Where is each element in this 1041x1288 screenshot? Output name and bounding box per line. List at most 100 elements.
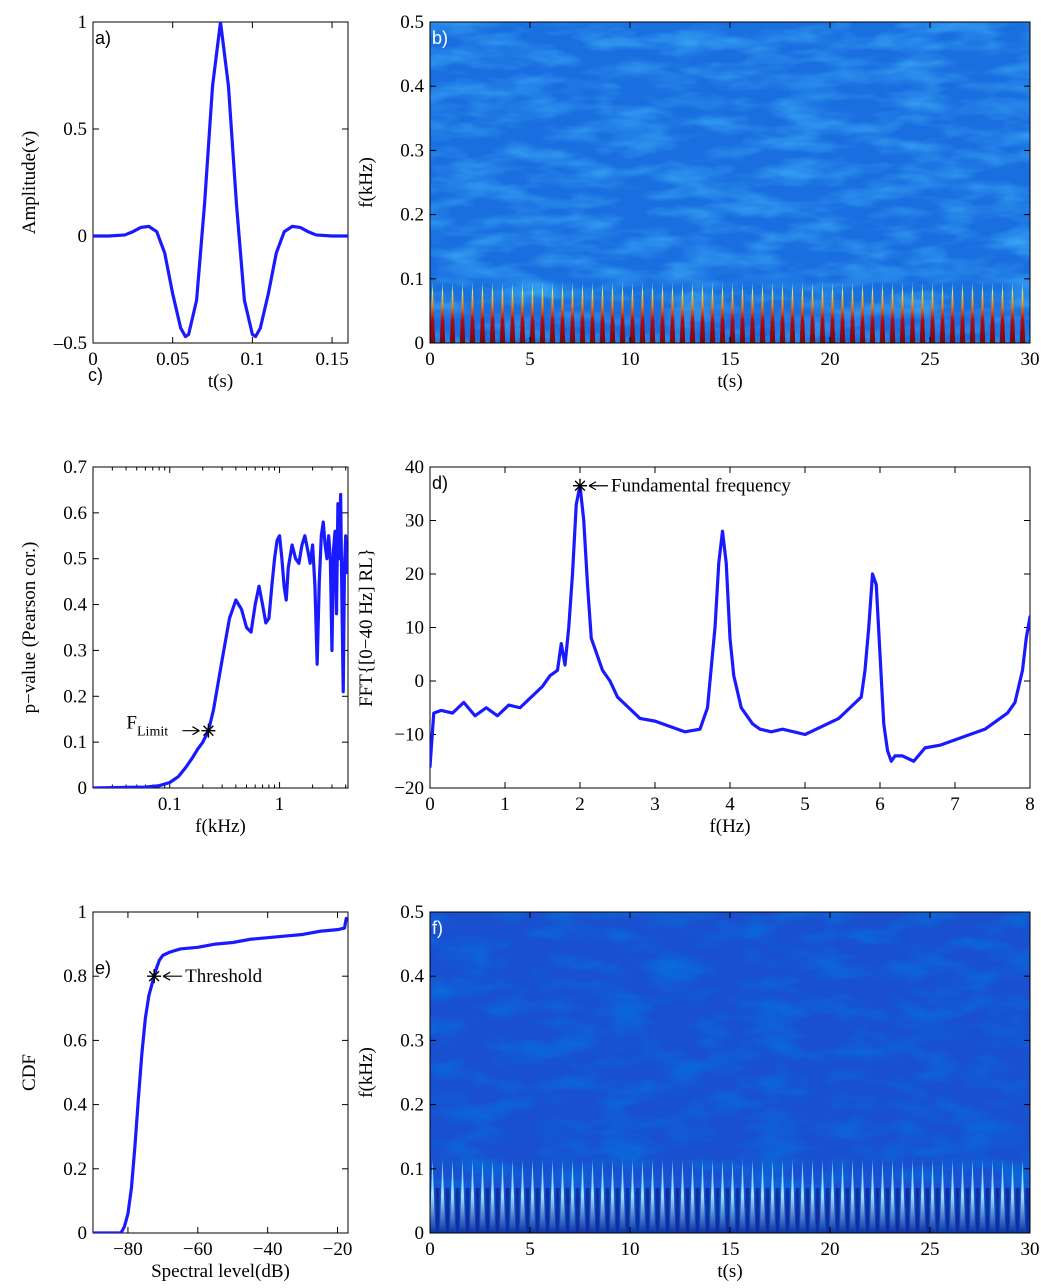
annotation-arrowhead xyxy=(588,481,597,491)
spectrogram-pulse xyxy=(609,278,616,343)
spectrogram-pulse xyxy=(659,278,666,343)
spectrogram-pulse xyxy=(799,278,806,343)
spectrogram-pulse xyxy=(879,278,886,343)
spectrogram-noise xyxy=(430,22,1030,343)
spectrogram-pulse xyxy=(599,1155,606,1233)
y-tick-label: 30 xyxy=(405,511,424,532)
spectrogram-pulse xyxy=(879,1155,886,1233)
annotation-arrowhead xyxy=(162,971,171,981)
spectrogram-pulse xyxy=(709,278,716,343)
panel-a: 0 0.05 0.1 0.15–0.500.51t(s)Amplitude(v)a) xyxy=(19,12,349,392)
x-tick-label: 1 xyxy=(275,794,285,815)
y-tick-label: 0 xyxy=(415,333,425,354)
spectrogram-gap xyxy=(535,1188,540,1233)
y-axis-label: CDF xyxy=(19,1054,40,1091)
spectrogram-pulse xyxy=(749,1155,756,1233)
spectrogram-pulse xyxy=(509,278,516,343)
spectrogram-pulse xyxy=(779,278,786,343)
spectrogram-gap xyxy=(935,1188,940,1233)
spectrogram-pulse xyxy=(559,278,566,343)
spectrogram-pulse xyxy=(529,1155,536,1233)
spectrogram-pulse xyxy=(430,1155,436,1233)
y-tick-label: 0.1 xyxy=(400,269,424,290)
y-tick-label: 0 xyxy=(415,671,425,692)
annotation-arrowhead xyxy=(192,726,200,736)
spectrogram-gap xyxy=(495,1188,500,1233)
spectrogram-pulse xyxy=(769,1155,776,1233)
spectrogram-pulse xyxy=(689,1155,696,1233)
x-tick-label: 0 xyxy=(88,349,98,370)
y-tick-label: 1 xyxy=(78,12,88,33)
spectrogram-gap xyxy=(645,1188,650,1233)
spectrogram-pulse xyxy=(589,1155,596,1233)
series-line-a xyxy=(93,22,348,339)
x-tick-label: −20 xyxy=(323,1239,353,1260)
spectrogram-gap xyxy=(735,1188,740,1233)
spectrogram-gap xyxy=(635,1188,640,1233)
y-tick-label: 0.3 xyxy=(63,640,87,661)
y-tick-label: 0.6 xyxy=(63,503,87,524)
x-tick-label: 20 xyxy=(821,1239,840,1260)
spectrogram-pulse xyxy=(959,278,966,343)
x-tick-label: 0 xyxy=(425,1239,435,1260)
x-tick-label: −80 xyxy=(113,1239,143,1260)
spectrogram-pulse xyxy=(999,1155,1006,1233)
spectrogram-pulse xyxy=(779,1155,786,1233)
x-tick-label: 25 xyxy=(921,1239,940,1260)
spectrogram-pulse xyxy=(449,1155,456,1233)
spectrogram-noise xyxy=(430,912,1030,1233)
spectrogram-pulse xyxy=(979,1155,986,1233)
spectrogram-gap xyxy=(805,1188,810,1233)
spectrogram-pulse xyxy=(899,278,906,343)
spectrogram-gap xyxy=(835,1188,840,1233)
spectrogram-gap xyxy=(715,1188,720,1233)
y-tick-label: 0.4 xyxy=(63,1095,87,1116)
panel-b: 0 5 10 15 20 25 30 0 0.1 0.2 0.3 0.4 0.5 t(s) f(kHz) b) xyxy=(356,12,1040,392)
x-tick-label: −40 xyxy=(253,1239,283,1260)
spectrogram-pulse xyxy=(799,1155,806,1233)
spectrogram-gap xyxy=(705,1188,710,1233)
spectrogram-pulse xyxy=(729,278,736,343)
spectrogram-pulse xyxy=(889,1155,896,1233)
spectrogram-pulse xyxy=(809,278,816,343)
panel-label-d: d) xyxy=(432,473,448,493)
spectrogram-pulse xyxy=(569,1155,576,1233)
spectrogram-pulse xyxy=(449,278,456,343)
spectrogram-pulse xyxy=(929,278,936,343)
annotation-marker xyxy=(201,723,216,738)
spectrogram-pulse xyxy=(979,278,986,343)
annotation-label: Threshold xyxy=(185,966,263,987)
spectrogram-pulse xyxy=(669,1155,676,1233)
spectrogram-pulse xyxy=(539,1155,546,1233)
y-tick-label: 0.4 xyxy=(63,595,87,616)
spectrogram-gap xyxy=(995,1188,1000,1233)
spectrogram-pulse xyxy=(639,278,646,343)
spectrogram-pulse xyxy=(919,278,926,343)
spectrogram-pulse xyxy=(519,278,526,343)
spectrogram-pulse xyxy=(679,278,686,343)
series-line-c xyxy=(93,492,348,788)
spectrogram-pulse xyxy=(659,1155,666,1233)
spectrogram-gap xyxy=(685,1188,690,1233)
spectrogram-pulse xyxy=(819,278,826,343)
spectrogram-pulse xyxy=(549,278,556,343)
spectrogram-pulse xyxy=(499,1155,506,1233)
spectrogram-pulse xyxy=(479,278,486,343)
x-tick-label: 2 xyxy=(575,794,585,815)
spectrogram-gap xyxy=(665,1188,670,1233)
spectrogram-gap xyxy=(795,1188,800,1233)
x-tick-label: 15 xyxy=(721,349,740,370)
y-tick-label: 0.1 xyxy=(63,732,87,753)
spectrogram-pulse xyxy=(789,278,796,343)
spectrogram-pulse xyxy=(589,278,596,343)
x-tick-label: 0 xyxy=(425,349,435,370)
spectrogram-gap xyxy=(435,1188,440,1233)
y-tick-label: 0.2 xyxy=(400,205,424,226)
spectrogram-pulse xyxy=(1009,1155,1016,1233)
panel-label-f: f) xyxy=(432,918,443,938)
spectrogram-pulse xyxy=(439,278,446,343)
spectrogram-pulse xyxy=(899,1155,906,1233)
spectrogram-gap xyxy=(605,1188,610,1233)
spectrogram-pulse xyxy=(749,278,756,343)
spectrogram-gap xyxy=(855,1188,860,1233)
